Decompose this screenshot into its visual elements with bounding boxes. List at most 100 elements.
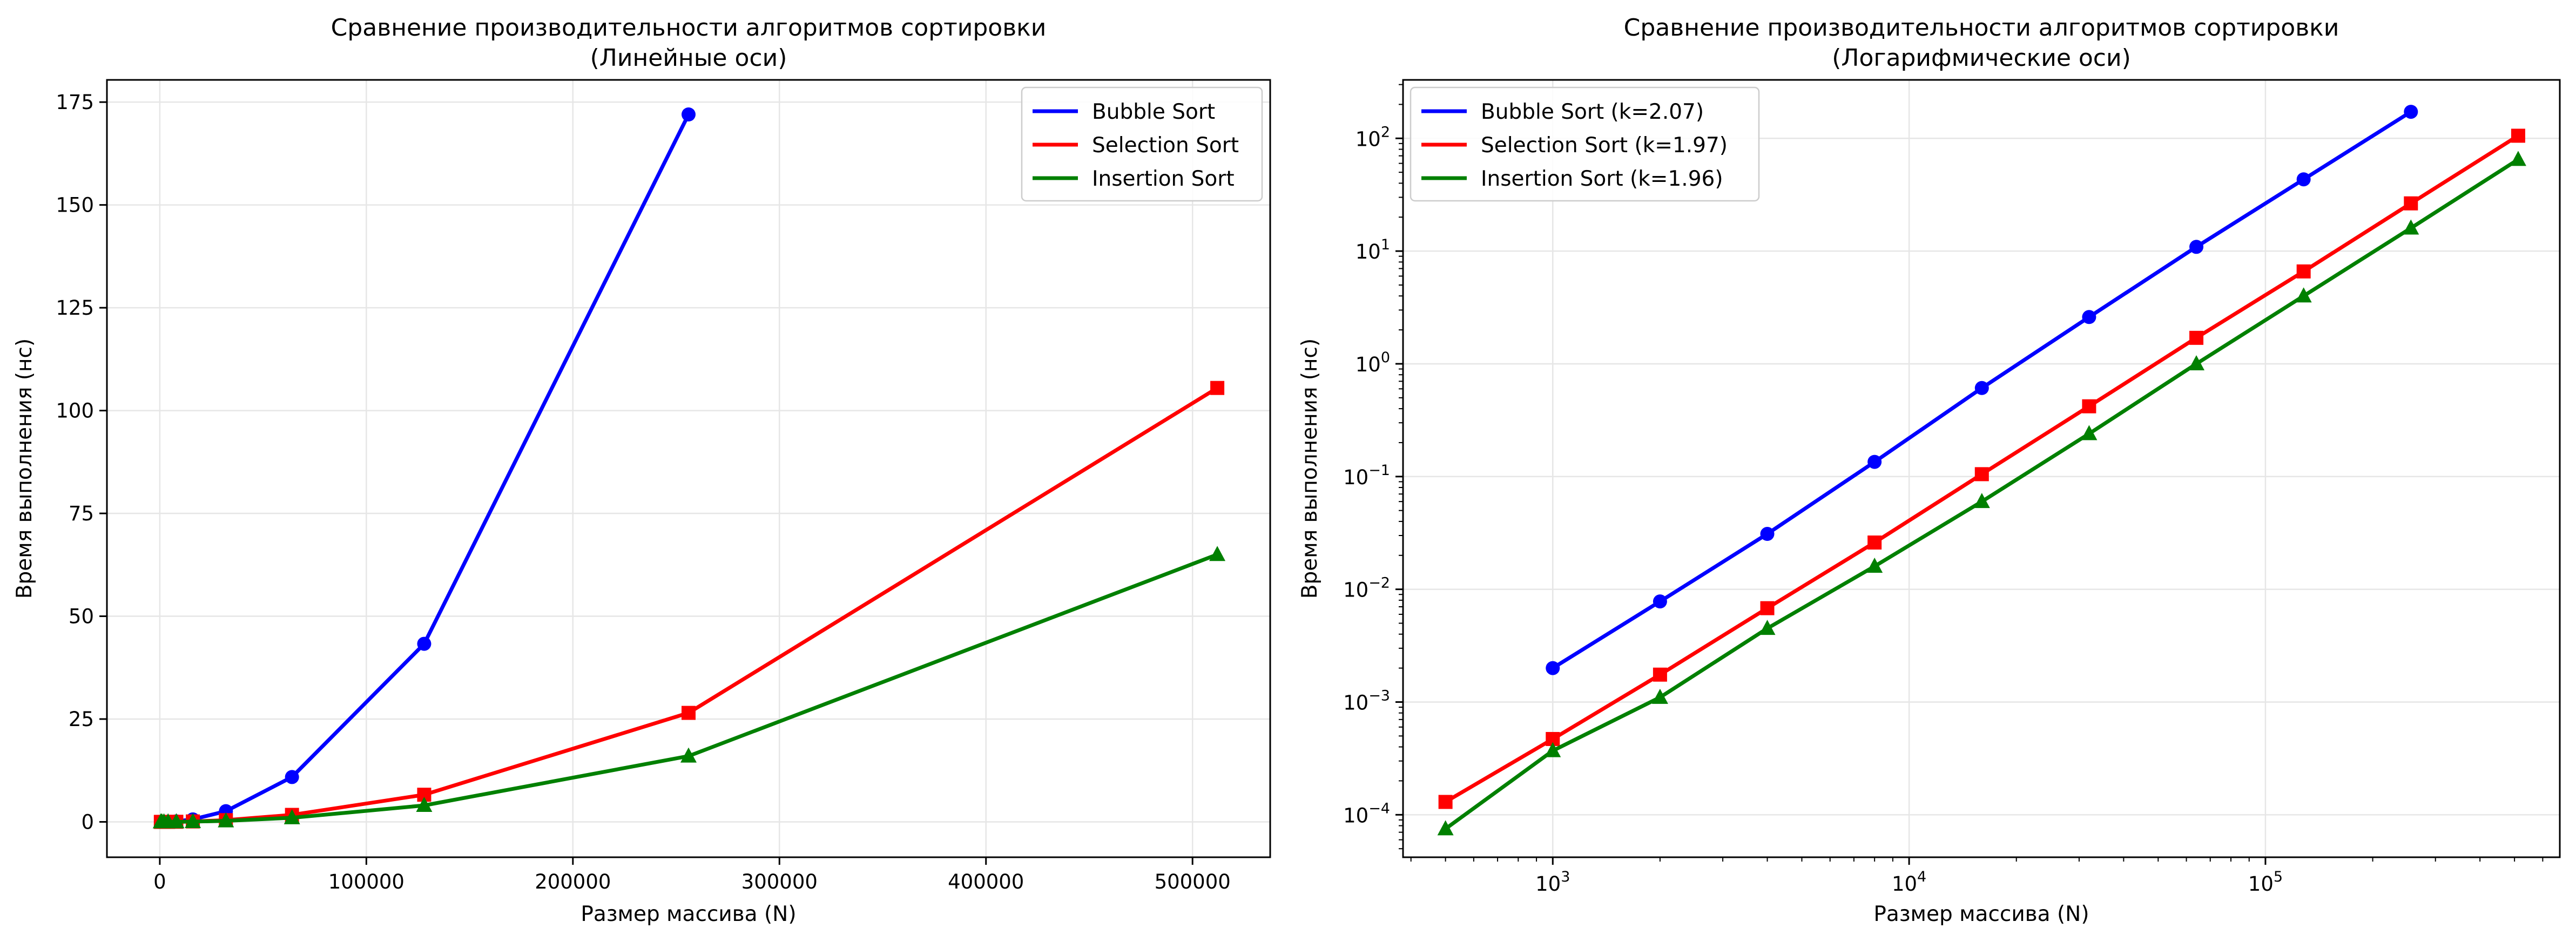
x-tick-label: 400000: [948, 870, 1024, 893]
data-point: [1974, 381, 1989, 395]
y-tick-label: 10−3: [1343, 687, 1390, 714]
y-tick-label: 10−1: [1343, 462, 1390, 489]
y-tick-base: 10: [1343, 466, 1368, 489]
x-tick-label: 100000: [328, 870, 404, 893]
y-tick-exponent: 0: [1381, 349, 1390, 366]
y-tick-exponent: −1: [1368, 462, 1390, 479]
legend: Bubble Sort Selection Sort Insertion Sort: [1021, 86, 1263, 202]
data-point: [2510, 151, 2526, 166]
data-point: [1651, 688, 1668, 704]
x-tick-base: 10: [1892, 872, 1917, 896]
y-tick-label: 150: [56, 194, 94, 217]
data-point: [2082, 399, 2096, 414]
data-point: [1973, 493, 1990, 509]
y-tick-label: 100: [1356, 349, 1390, 376]
y-tick-base: 10: [1343, 579, 1368, 602]
x-tick-label: 105: [2248, 869, 2283, 896]
y-tick-base: 10: [1356, 353, 1381, 376]
series-line: [160, 552, 1218, 824]
data-point: [2189, 330, 2204, 345]
data-point: [2188, 355, 2205, 370]
x-axis-label: Размер массива (N): [1873, 902, 2089, 926]
series-line: [161, 113, 691, 824]
chart-title: Сравнение производительности алгоритмов …: [1624, 14, 2339, 42]
data-point: [2296, 172, 2311, 187]
y-axis-label: Время выполнения (нс): [12, 338, 37, 599]
data-point: [1209, 546, 1226, 561]
y-tick-label: 100: [56, 399, 94, 423]
data-point: [1653, 594, 1667, 609]
data-point: [285, 770, 299, 784]
chart-subtitle: (Линейные оси): [590, 44, 787, 72]
series-circle: [1546, 105, 2418, 675]
y-tick-base: 10: [1343, 691, 1368, 714]
axes-frame: [106, 79, 1271, 858]
data-point: [682, 107, 696, 121]
data-point: [1866, 558, 1883, 573]
y-tick-label: 75: [69, 502, 94, 525]
y-tick-exponent: −4: [1368, 800, 1390, 817]
y-ticks: 0 25 50 75 100 125 150 175: [56, 91, 107, 833]
data-point: [1438, 795, 1453, 809]
data-point: [2295, 287, 2312, 303]
x-tick-base: 10: [1535, 872, 1561, 896]
data-point: [2404, 196, 2418, 211]
y-tick-base: 10: [1356, 127, 1381, 151]
x-axis-label: Размер массива (N): [581, 902, 796, 926]
x-tick-base: 10: [2248, 872, 2274, 896]
chart-title: Сравнение производительности алгоритмов …: [331, 14, 1047, 42]
legend: Bubble Sort (k=2.07) Selection Sort (k=1.…: [1410, 86, 1760, 202]
y-tick-label: 0: [81, 810, 94, 833]
data-point: [1210, 381, 1225, 395]
legend-entry: Insertion Sort (k=1.96): [1481, 167, 1723, 191]
x-tick-exponent: 3: [1561, 869, 1570, 885]
data-point: [1867, 455, 1882, 469]
y-tick-exponent: −3: [1368, 687, 1390, 704]
series-triangle: [1437, 151, 2526, 836]
data-point: [1974, 467, 1989, 482]
legend-frame: [1021, 86, 1263, 202]
data-point: [417, 636, 431, 651]
x-tick-label: 500000: [1155, 870, 1231, 893]
data-point: [2082, 310, 2096, 324]
series-circle: [154, 107, 696, 829]
legend-entry: Bubble Sort: [1092, 100, 1215, 124]
data-point: [2403, 219, 2419, 235]
data-point: [2189, 240, 2204, 254]
data-point: [185, 813, 201, 829]
legend-entry: Insertion Sort: [1092, 167, 1235, 191]
legend-entry: Bubble Sort (k=2.07): [1481, 100, 1704, 124]
y-tick-base: 10: [1343, 804, 1368, 827]
series-square: [1438, 128, 2525, 809]
data-point: [168, 813, 185, 829]
y-tick-exponent: 2: [1381, 124, 1390, 140]
legend-entry: Selection Sort (k=1.97): [1481, 133, 1728, 158]
chart-subtitle: (Логарифмические оси): [1832, 44, 2131, 72]
x-tick-exponent: 5: [2274, 869, 2283, 885]
x-tick-label: 104: [1892, 869, 1926, 896]
y-tick-label: 50: [69, 605, 94, 628]
x-tick-label: 200000: [535, 870, 611, 893]
data-point: [218, 812, 234, 828]
data-point: [416, 797, 433, 812]
y-tick-label: 10−4: [1343, 800, 1390, 827]
y-tick-label: 125: [56, 296, 94, 320]
subplot-2: 103 104 10510−410−310−210−1100101102Сравне…: [1298, 14, 2561, 926]
y-tick-label: 10−2: [1343, 575, 1390, 602]
axes-frame: [1402, 79, 2561, 858]
data-point: [1546, 661, 1560, 675]
y-tick-label: 101: [1356, 236, 1390, 263]
x-ticks: 103 104 105: [1410, 857, 2544, 896]
x-tick-label: 0: [153, 870, 166, 893]
data-point: [680, 747, 697, 763]
y-tick-label: 102: [1356, 124, 1390, 151]
y-tick-label: 25: [69, 708, 94, 731]
data-point: [1759, 620, 1776, 635]
data-point: [1437, 820, 1454, 836]
data-point: [2404, 105, 2418, 119]
x-tick-exponent: 4: [1917, 869, 1926, 885]
data-point: [1545, 742, 1561, 757]
data-point: [1760, 601, 1775, 615]
